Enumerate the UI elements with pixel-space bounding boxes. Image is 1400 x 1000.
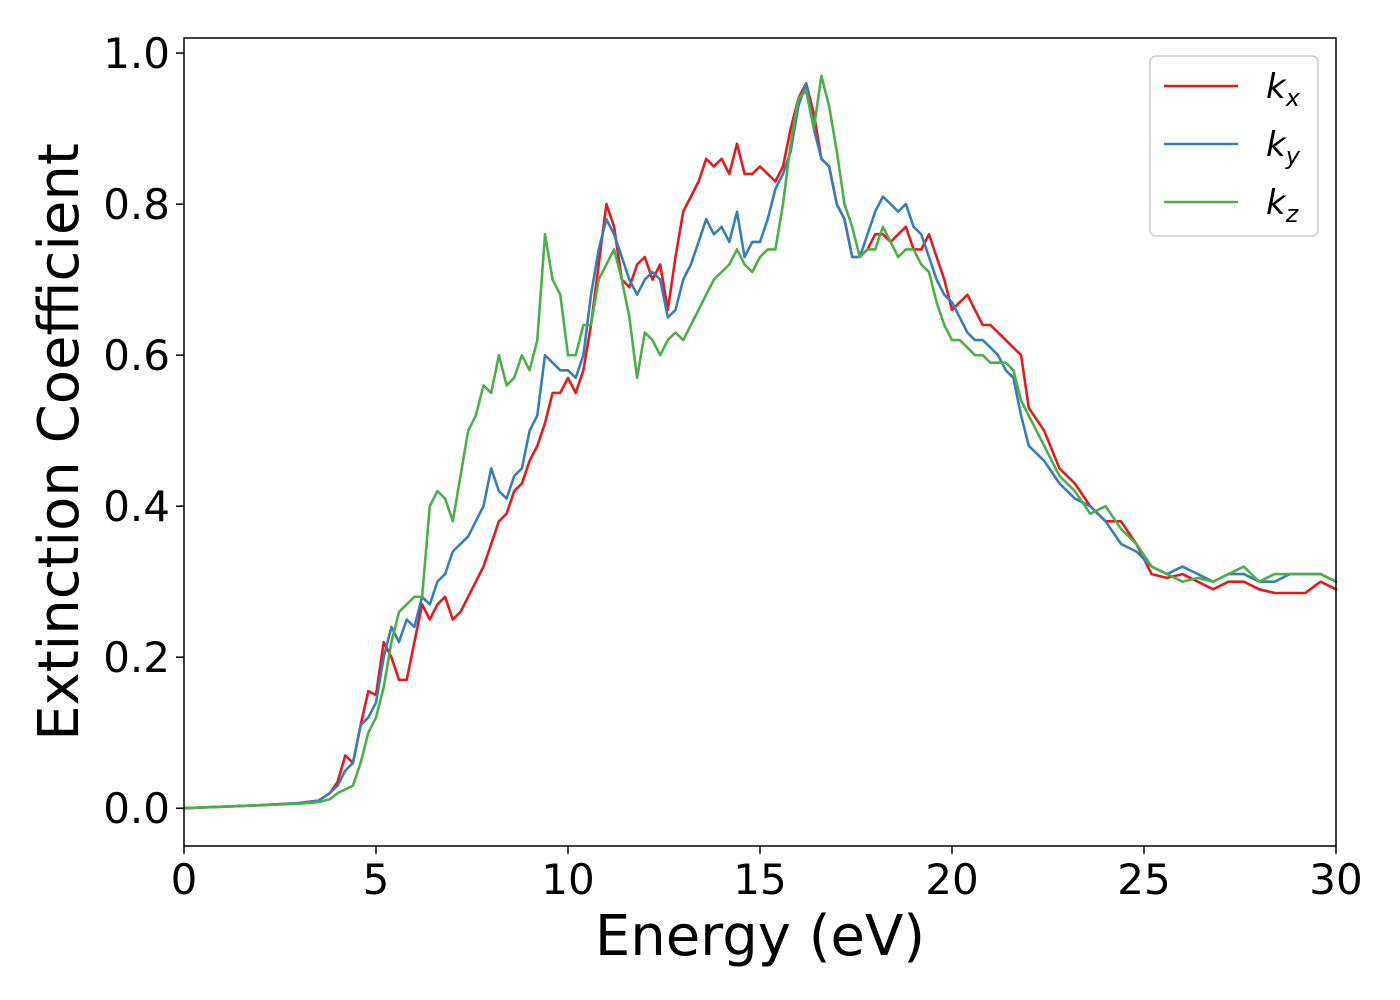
- y-tick-label: 0.6: [103, 331, 170, 380]
- plot-area: [184, 38, 1336, 846]
- y-tick-label: 0.4: [103, 482, 170, 531]
- y-tick-label: 0.0: [103, 784, 170, 833]
- series-lines: [182, 74, 1338, 810]
- y-axis-label: Extinction Coefficient: [27, 143, 92, 741]
- legend-label-subscript: x: [1285, 84, 1301, 112]
- x-tick-label: 25: [1117, 855, 1170, 904]
- x-tick-label: 30: [1309, 855, 1362, 904]
- legend-box: [1149, 55, 1319, 237]
- x-tick-label: 15: [733, 855, 786, 904]
- y-tick-label: 0.2: [103, 633, 170, 682]
- series-line-kx: [182, 82, 1338, 810]
- legend-label-subscript: y: [1285, 142, 1301, 170]
- legend-label-main: k: [1266, 183, 1287, 223]
- x-axis-ticks: 0 5 10 15 20 25 30: [171, 846, 1363, 904]
- x-tick-label: 5: [363, 855, 390, 904]
- x-axis-label: Energy (eV): [595, 904, 925, 969]
- series-line-ky: [182, 82, 1338, 810]
- legend-label-kx: kx: [1266, 67, 1301, 112]
- x-tick-label: 0: [171, 855, 198, 904]
- series-line-kz: [182, 74, 1338, 810]
- legend-label-main: k: [1266, 125, 1287, 165]
- legend-label-main: k: [1266, 67, 1287, 107]
- y-axis-ticks: 0.0 0.2 0.4 0.6 0.8 1.0: [103, 29, 184, 833]
- legend-label-kz: kz: [1266, 183, 1300, 228]
- y-tick-label: 1.0: [103, 29, 170, 78]
- x-tick-label: 20: [925, 855, 978, 904]
- y-tick-label: 0.8: [103, 180, 170, 229]
- x-tick-label: 10: [541, 855, 594, 904]
- legend-label-subscript: z: [1285, 200, 1300, 228]
- legend-label-ky: ky: [1266, 125, 1301, 170]
